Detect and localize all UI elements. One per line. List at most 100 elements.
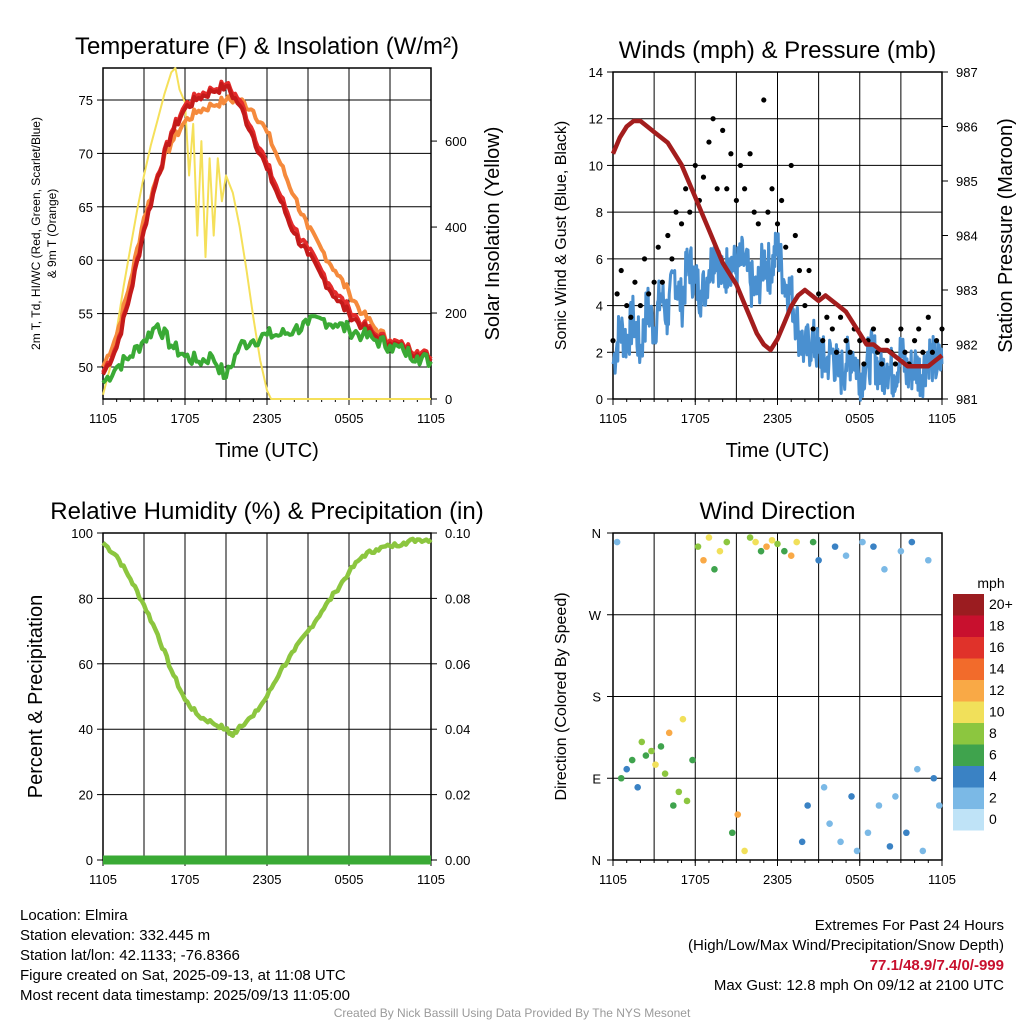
wdir-title: Wind Direction [699, 498, 855, 525]
wind-xtick-label: 0505 [845, 411, 874, 426]
wdir-ytick-label: N [592, 526, 601, 541]
wdir-xtick-label: 1705 [681, 872, 710, 887]
wind-ylabel: Sonic Wind & Gust (Blue, Black) [553, 121, 570, 350]
wdir-legend-label: 0 [989, 811, 997, 827]
elevation-text: Station elevation: 332.445 m [20, 927, 211, 944]
wdir-panel: 1105 1705 2305 0505 1105 N E S W N Wind Direction D… [553, 498, 1013, 887]
wind-gust-point [788, 162, 794, 169]
wind-gust-point [678, 221, 685, 227]
wind-ytick-label: 4 [596, 299, 603, 314]
wind-ytick-label: 2 [596, 345, 603, 360]
wdir-point [648, 747, 655, 755]
wdir-point [787, 552, 795, 560]
wdir-legend-label: 16 [989, 639, 1005, 655]
wdir-legend-swatch [953, 766, 984, 788]
wdir-point [930, 774, 938, 782]
wdir-point [723, 538, 731, 546]
wdir-point [634, 784, 641, 791]
wind-gust-point [902, 349, 908, 355]
wdir-point [746, 534, 754, 541]
rh-ytick-right-label: 0.04 [445, 722, 470, 737]
wdir-legend-swatch [953, 744, 984, 766]
wdir-point [652, 761, 659, 768]
rh-panel: 1105 1705 2305 0505 1105 0 20 40 60 80 100 0.00 0.02… [25, 498, 484, 887]
wind-gust-point [884, 338, 890, 344]
rh-ytick-label: 60 [79, 657, 93, 672]
wdir-ytick-label: N [592, 853, 601, 868]
wdir-point [903, 829, 910, 837]
rh-xtick-label: 2305 [253, 872, 282, 887]
wdir-legend-swatch [953, 658, 984, 680]
wdir-point [793, 538, 800, 546]
wdir-point [837, 838, 844, 846]
rh-ytick-label: 100 [71, 526, 93, 541]
extremes-title: Extremes For Past 24 Hours [814, 917, 1004, 934]
temp-ytick-label: 55 [79, 307, 93, 322]
temp-xtick-label: 0505 [335, 411, 364, 426]
wind-gust-point [925, 314, 931, 320]
wind-gust-point [700, 174, 707, 180]
wind-xtick-label: 1105 [599, 411, 627, 426]
rh-ytick-right-label: 0.08 [445, 591, 470, 606]
wind-xtick-label: 1705 [681, 411, 710, 426]
location-text: Location: Elmira [20, 907, 128, 924]
wdir-xtick-label: 1105 [599, 872, 627, 887]
rh-ytick-label: 0 [86, 853, 93, 868]
wind-ytick-label: 14 [589, 65, 603, 80]
wind-ytick-label: 12 [589, 112, 603, 127]
wind-series-pressure [610, 118, 944, 369]
wind-gust-point [641, 256, 648, 262]
wdir-legend-label: 18 [989, 618, 1005, 634]
wind-gust-point [802, 302, 808, 309]
wind-gust-point [710, 116, 716, 122]
temp-ylabel-line2: & 9m T (Orange) [45, 189, 59, 279]
rh-ytick-right-label: 0.10 [445, 526, 470, 541]
wdir-legend-swatch [953, 701, 984, 723]
temp-xtick-label: 1705 [171, 411, 200, 426]
wdir-legend-swatch [953, 723, 984, 745]
wind-gust-point [765, 209, 771, 215]
wind-gust-point [751, 209, 757, 215]
rh-xtick-label: 1705 [171, 872, 200, 887]
rh-xtick-label: 1105 [89, 872, 117, 887]
rh-ytick-right-label: 0.02 [445, 788, 470, 803]
wdir-legend-label: 14 [989, 661, 1005, 677]
latlon-text: Station lat/lon: 42.1133; -76.8366 [20, 947, 240, 964]
wdir-point [875, 802, 883, 809]
wdir-xtick-label: 2305 [763, 872, 792, 887]
wind-ylabel-right: Station Pressure (Maroon) [995, 118, 1017, 353]
temp-ytick-right-label: 400 [445, 220, 467, 235]
station-info: Location: Elmira Station elevation: 332.… [20, 906, 350, 1006]
wind-gust-point [847, 349, 853, 355]
wdir-point [628, 756, 636, 764]
rh-ytick-right-label: 0.06 [445, 657, 470, 672]
wdir-ytick-label: W [589, 608, 602, 623]
wind-gust-point [769, 186, 775, 192]
wdir-point [781, 547, 788, 555]
wind-gust-point [920, 349, 926, 355]
wdir-point [638, 738, 646, 746]
wdir-point [670, 802, 677, 809]
wdir-point [892, 793, 899, 800]
wind-gust-point [870, 326, 877, 332]
temp-xlabel: Time (UTC) [215, 440, 319, 462]
rh-ytick-right-label: 0.00 [445, 853, 470, 868]
wind-gust-point [792, 232, 798, 239]
wind-gust-point [774, 221, 781, 227]
wind-gust-point [687, 209, 693, 215]
wdir-point [689, 756, 696, 764]
wdir-point [613, 538, 621, 546]
wdir-legend-swatch [953, 594, 984, 616]
wind-gust-point [806, 267, 812, 274]
wdir-legend-swatch [953, 615, 984, 637]
wind-gust-point [824, 314, 830, 320]
rh-ytick-label: 40 [79, 722, 93, 737]
wind-ytick-right-label: 983 [956, 283, 978, 298]
wind-ytick-right-label: 984 [956, 229, 978, 244]
wdir-point [679, 715, 687, 723]
wind-gust-point [614, 291, 620, 297]
wind-gust-point [761, 97, 767, 103]
temp-ytick-label: 70 [79, 146, 93, 161]
wdir-point [815, 556, 822, 564]
